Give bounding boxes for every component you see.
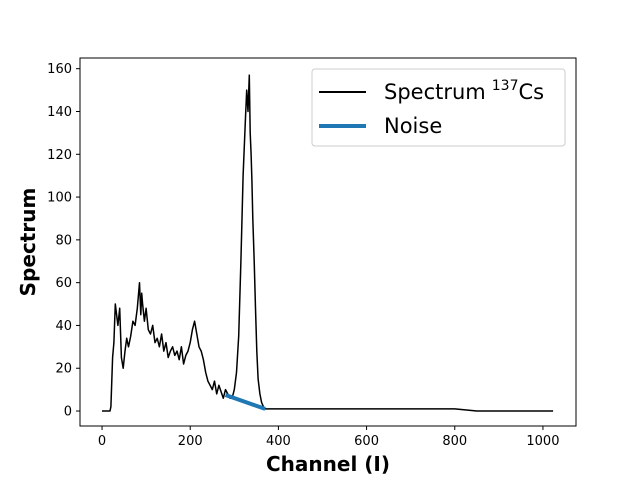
- x-axis-ticks: 0 200 400 600 800 1000: [98, 426, 559, 449]
- x-tick-label: 0: [98, 434, 106, 449]
- y-tick-label: 160: [47, 62, 72, 77]
- legend: Spectrum 137Cs Noise: [311, 68, 566, 147]
- y-tick-label: 100: [47, 191, 72, 206]
- legend-label-spectrum-sup: 137: [492, 78, 519, 94]
- y-axis-label: Spectrum: [16, 188, 40, 297]
- legend-label-spectrum-suffix: Cs: [519, 80, 545, 104]
- y-tick-label: 60: [55, 276, 72, 291]
- y-tick-label: 120: [47, 148, 72, 163]
- y-tick-label: 40: [55, 319, 72, 334]
- x-axis-label: Channel (I): [266, 452, 390, 476]
- y-tick-label: 140: [47, 105, 72, 120]
- legend-label-noise: Noise: [384, 114, 442, 138]
- y-axis-ticks: 0 20 40 60 80 100 120 140 160: [47, 62, 80, 420]
- y-tick-label: 80: [55, 233, 72, 248]
- x-tick-label: 800: [442, 434, 467, 449]
- series-line-spectrum: [102, 74, 554, 412]
- legend-label-spectrum-main: Spectrum: [384, 80, 486, 104]
- legend-label-spectrum: Spectrum 137Cs: [384, 78, 544, 104]
- series-layer: [102, 74, 554, 412]
- x-tick-label: 400: [266, 434, 291, 449]
- x-tick-label: 1000: [526, 434, 559, 449]
- y-tick-label: 0: [64, 405, 72, 420]
- series-line-noise: [224, 393, 266, 411]
- y-tick-label: 20: [55, 362, 72, 377]
- x-tick-label: 600: [354, 434, 379, 449]
- legend-box: [311, 68, 566, 147]
- x-tick-label: 200: [178, 434, 203, 449]
- plot-frame: [79, 57, 577, 427]
